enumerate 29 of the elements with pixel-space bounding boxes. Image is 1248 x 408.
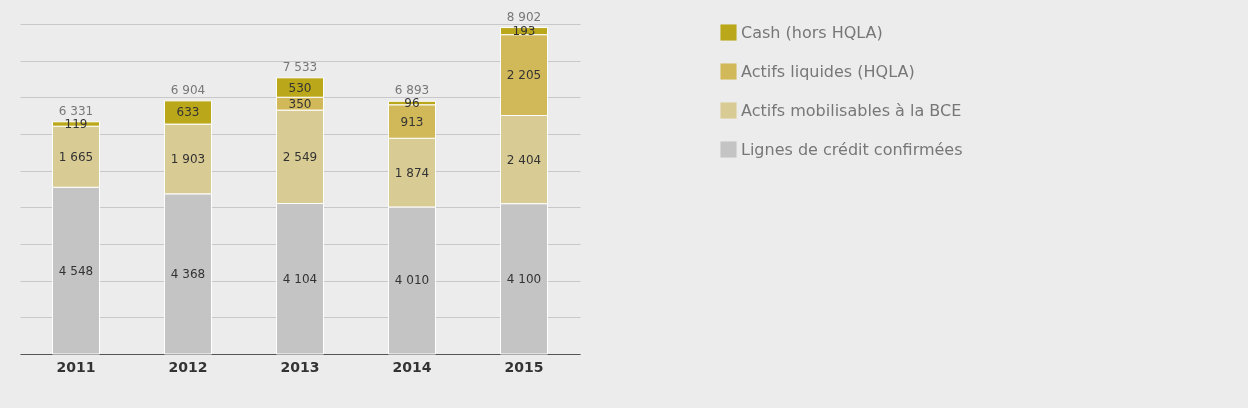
total-label: 7 533 [282, 59, 318, 74]
data-label: 2 549 [282, 149, 318, 164]
total-label: 6 904 [170, 82, 206, 97]
data-label: 530 [288, 80, 312, 95]
legend-label: Actifs mobilisables à la BCE [741, 100, 962, 120]
data-label: 2 404 [506, 152, 542, 167]
data-label: 1 874 [394, 165, 430, 180]
data-label: 4 368 [170, 266, 206, 281]
x-tick-label: 2013 [280, 358, 320, 375]
x-tick-label: 2012 [168, 358, 208, 375]
data-label: 913 [400, 114, 424, 129]
data-label: 350 [288, 96, 312, 111]
x-tick-label: 2014 [392, 358, 432, 375]
data-label: 4 548 [58, 263, 94, 278]
total-label: 8 902 [506, 9, 542, 24]
legend-label: Cash (hors HQLA) [741, 22, 883, 42]
data-label: 4 010 [394, 273, 430, 288]
total-label: 6 893 [394, 83, 430, 98]
x-tick-label: 2015 [504, 358, 544, 375]
total-label: 6 331 [58, 103, 94, 118]
data-label: 4 100 [506, 271, 542, 286]
data-label: 633 [176, 105, 200, 120]
legend-label: Lignes de crédit confirmées [741, 139, 963, 159]
x-tick-label: 2011 [56, 358, 96, 375]
data-label: 1 903 [170, 151, 206, 166]
data-label: 4 104 [282, 271, 318, 286]
data-label: 2 205 [506, 68, 542, 83]
data-label: 1 665 [58, 149, 94, 164]
legend-label: Actifs liquides (HQLA) [741, 61, 915, 81]
